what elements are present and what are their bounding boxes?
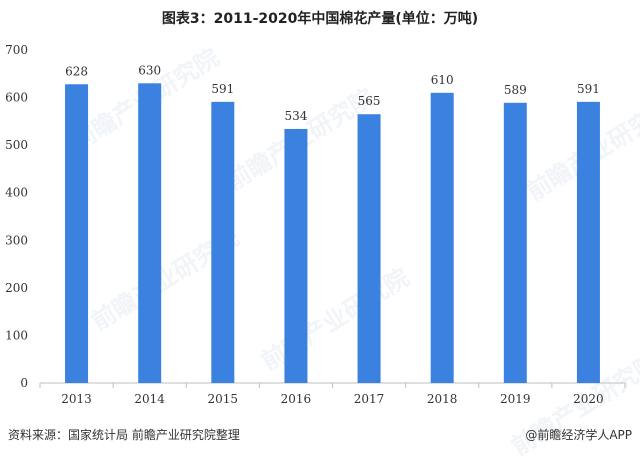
bar: [65, 84, 89, 383]
data-label: 628: [65, 64, 88, 78]
y-tick-label: 200: [5, 281, 28, 295]
bar: [430, 92, 454, 384]
x-tick-label: 2014: [134, 392, 165, 406]
bar: [357, 114, 381, 383]
data-label: 534: [284, 109, 307, 123]
chart-title: 图表3：2011-2020年中国棉花产量(单位：万吨): [161, 11, 479, 27]
y-tick-label: 400: [5, 186, 28, 200]
x-tick-label: 2015: [208, 392, 239, 406]
data-label: 591: [577, 82, 600, 96]
y-tick-label: 100: [5, 328, 28, 342]
y-tick-label: 600: [5, 91, 28, 105]
data-label: 565: [358, 94, 381, 108]
y-tick-label: 500: [5, 138, 28, 152]
x-tick-label: 2020: [573, 392, 604, 406]
x-tick-label: 2017: [354, 392, 385, 406]
data-label: 630: [138, 63, 161, 77]
data-label: 589: [504, 83, 527, 97]
x-tick-label: 2013: [61, 392, 92, 406]
data-label: 591: [211, 82, 234, 96]
bar: [284, 128, 308, 383]
y-tick-label: 0: [20, 376, 28, 390]
x-tick-label: 2018: [427, 392, 458, 406]
x-tick-label: 2016: [281, 392, 312, 406]
y-tick-label: 300: [5, 233, 28, 247]
bar: [503, 102, 527, 383]
bar: [138, 83, 162, 384]
x-tick-label: 2019: [500, 392, 531, 406]
data-label: 610: [431, 73, 454, 87]
source-note: 资料来源：国家统计局 前瞻产业研究院整理: [8, 428, 240, 442]
y-tick-label: 700: [5, 43, 28, 57]
credit-note: @前瞻经济学人APP: [525, 428, 632, 442]
bar: [576, 101, 600, 384]
bar: [211, 101, 235, 384]
